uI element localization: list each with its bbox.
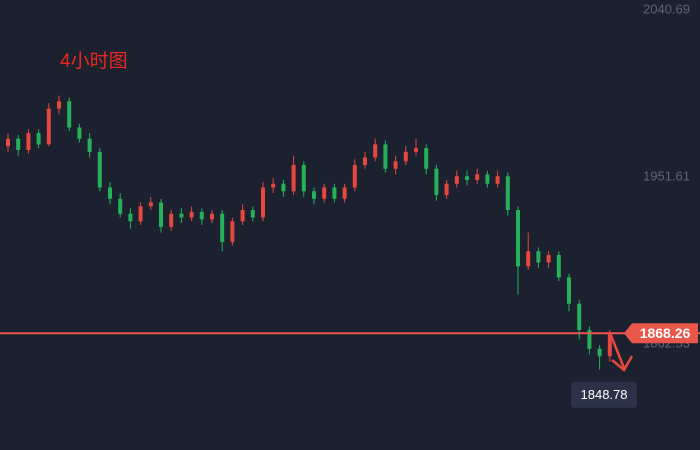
candle-body	[475, 174, 480, 180]
candle-body	[128, 213, 133, 222]
candle-body	[403, 151, 408, 162]
candle-body	[87, 138, 92, 152]
candle-body	[505, 176, 510, 210]
candle-body	[373, 144, 378, 158]
candle-body	[169, 213, 174, 227]
candle-body	[261, 187, 265, 218]
candle-body	[291, 165, 296, 192]
candle-body	[67, 101, 72, 128]
price-label: 1868.26	[640, 325, 691, 341]
candle-body	[199, 211, 204, 220]
candle-body	[597, 348, 602, 357]
candle-body	[271, 183, 276, 188]
candle-body	[332, 187, 337, 199]
low-label-box	[571, 381, 637, 408]
candle-body	[516, 210, 520, 267]
candle-body	[556, 255, 561, 278]
candle-body	[281, 183, 286, 192]
candle-body	[607, 333, 612, 357]
candle-body	[434, 168, 439, 195]
candle-body	[363, 157, 367, 165]
candle-body	[16, 138, 21, 150]
candle-body	[46, 108, 51, 145]
candle-body	[179, 213, 184, 218]
candle-body	[210, 213, 214, 220]
candle-body	[6, 138, 10, 147]
candle-body	[526, 251, 531, 267]
candle-body	[230, 221, 235, 242]
candle-body	[352, 165, 357, 188]
candle-body	[36, 133, 41, 145]
candle-body	[546, 255, 551, 263]
candle-body	[414, 148, 418, 152]
candle-body	[138, 206, 143, 222]
candle-body	[159, 202, 163, 227]
low-label: 1848.78	[581, 387, 628, 402]
candle-body	[536, 251, 541, 263]
candle-body	[465, 176, 469, 180]
candle-body	[148, 202, 153, 207]
candle-body	[454, 176, 459, 184]
candle-body	[587, 330, 592, 349]
candle-body	[108, 187, 112, 199]
candle-body	[189, 211, 194, 218]
candle-body	[567, 277, 571, 304]
candle-body	[250, 210, 255, 218]
y-tick-label: 1951.61	[643, 168, 690, 183]
candle-body	[77, 127, 82, 139]
candle-body	[577, 303, 582, 330]
candle-body	[57, 101, 61, 109]
arrow	[608, 332, 634, 372]
candle-body	[97, 151, 102, 188]
candle-body	[220, 213, 225, 242]
candle-body	[301, 165, 306, 192]
price-label-box	[624, 323, 698, 344]
candle-body	[26, 133, 31, 150]
candle-body	[393, 161, 398, 169]
candle-body	[495, 176, 500, 184]
candle-body	[312, 191, 316, 199]
candle-body	[240, 210, 245, 222]
candle-body	[118, 198, 123, 214]
candle-body	[424, 148, 429, 169]
candle-body	[444, 183, 449, 195]
candle-body	[322, 187, 327, 199]
candle-body	[342, 187, 347, 199]
candle-body	[485, 174, 490, 184]
chart-title: 4小时图	[60, 50, 128, 72]
y-tick-label: 2040.69	[643, 1, 690, 16]
candle-body	[383, 144, 388, 169]
